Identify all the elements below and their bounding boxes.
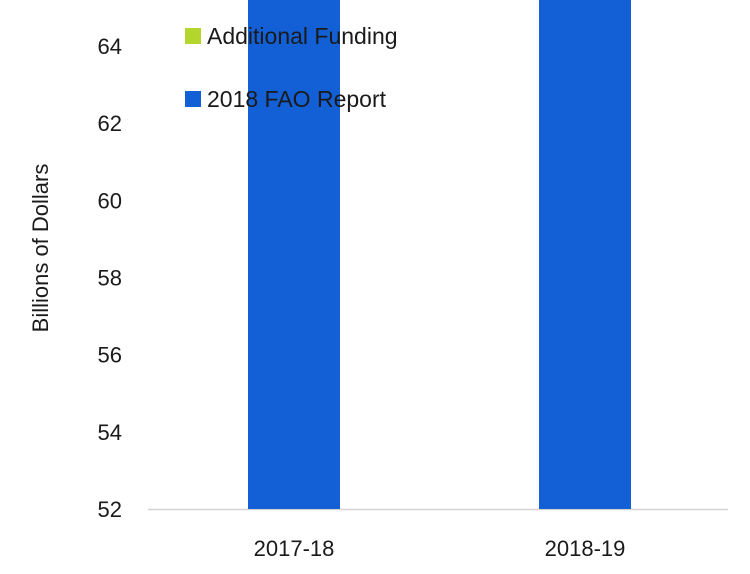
y-axis-title: Billions of Dollars <box>28 164 53 333</box>
legend-swatch <box>185 28 201 44</box>
x-tick-label: 2017-18 <box>254 536 335 561</box>
legend-label: Additional Funding <box>207 23 398 49</box>
x-axis-ticks: 2017-18 2018-19 <box>254 536 626 561</box>
legend: Additional Funding 2018 FAO Report <box>185 23 398 112</box>
legend-label: 2018 FAO Report <box>207 86 387 112</box>
y-tick-label: 62 <box>98 111 122 136</box>
y-tick-label: 64 <box>98 34 122 59</box>
y-tick-label: 54 <box>98 420 122 445</box>
y-tick-label: 60 <box>98 188 122 213</box>
y-tick-label: 58 <box>98 266 122 291</box>
bar-2018-fao-report-2017-18 <box>248 0 340 509</box>
x-tick-label: 2018-19 <box>545 536 626 561</box>
y-tick-label: 52 <box>98 497 122 522</box>
bar-2018-fao-report-2018-19 <box>539 0 631 510</box>
y-axis-ticks: 52 54 56 58 60 62 64 <box>98 34 122 522</box>
y-tick-label: 56 <box>98 343 122 368</box>
legend-swatch <box>185 91 201 107</box>
bars: 1.359.30.861.3 <box>248 0 631 510</box>
